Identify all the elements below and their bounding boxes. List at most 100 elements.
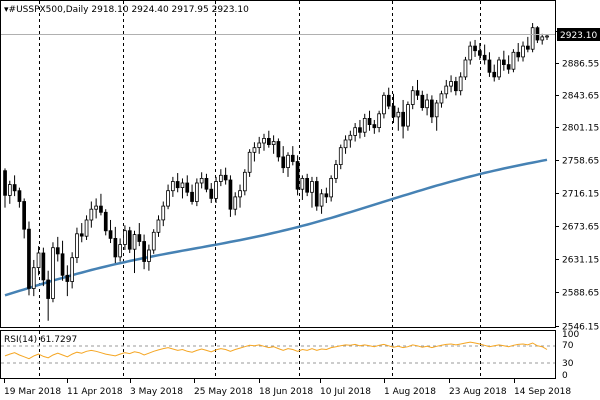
candle [329,175,334,202]
candle [55,236,60,262]
candle-body [281,156,286,169]
candle [233,192,238,216]
candle-body [190,191,194,202]
candle [12,175,17,197]
candle [506,55,511,74]
candle-body [127,230,132,250]
candle [511,49,516,73]
rsi-tick-label: 100 [562,330,579,340]
date-tick-label: 14 Sep 2018 [514,387,571,397]
candle [353,123,358,142]
candle-body [477,50,482,56]
candle-body [99,205,103,213]
candle [99,193,103,216]
candle [334,159,338,184]
candle [223,167,228,185]
candle [161,201,166,227]
candle [391,93,396,124]
candle [305,173,310,197]
candle-body [526,45,530,50]
candle [348,130,353,148]
candle-body [156,219,161,233]
rsi-tick-label: 30 [562,359,574,369]
candle [142,234,146,270]
candle [458,72,463,96]
candle [468,41,473,65]
date-tick-label: 11 Apr 2018 [67,387,123,397]
candle-body [372,124,377,129]
candle [228,175,233,217]
header-ohlc-values: 2918.10 2924.40 2917.95 2923.10 [91,5,249,15]
chart-header-ohlc: ▾#USSPX500,Daily 2918.10 2924.40 2917.95… [4,5,249,15]
candle-body [290,154,295,162]
candle-body [453,81,458,92]
candle-body [535,27,540,41]
candle-body [449,81,453,87]
candle [310,176,314,208]
candle [22,198,27,239]
price-tick-label: 2716.15 [562,190,599,200]
candle [257,136,262,154]
candle-body [439,93,444,104]
candle-body [199,177,204,184]
candle [406,101,410,131]
candle [487,52,492,77]
candle [540,33,545,45]
candle-body [27,228,31,289]
main-plot-frame [0,0,556,328]
candle-body [7,184,12,196]
candle [108,219,113,244]
candle [190,184,194,205]
candle [204,173,209,193]
candle-body [545,35,549,38]
price-tick-label: 2631.15 [562,256,599,266]
candle [209,183,214,204]
price-tick-label: 2673.65 [562,223,599,233]
current-price-tag [557,28,600,41]
candle-body [161,205,166,221]
candle-body [348,134,353,141]
candle-body [218,174,223,182]
candle-body [214,181,218,199]
candle-body [242,171,247,192]
candle-body [17,190,22,202]
candle-body [118,244,122,258]
candle-body [530,27,535,50]
candle-body [166,190,170,207]
candle [473,39,477,57]
candle-body [444,85,449,95]
candle [175,173,180,193]
candle [266,130,271,148]
candle-body [415,90,420,96]
candle-body [252,147,257,153]
candle-body [175,181,180,189]
candle [477,43,482,60]
candle-body [89,208,94,221]
candle [70,252,74,289]
candle [123,225,127,250]
date-tick-label: 3 May 2018 [130,387,183,397]
candle [497,56,501,80]
candle [151,229,156,254]
candle-body [386,94,391,107]
candle-body [65,274,70,282]
candle [410,86,415,110]
candle-body [410,90,415,105]
candle-body [257,142,262,148]
candle-body [223,174,228,181]
candle-body [204,177,209,190]
candle [358,119,362,139]
date-tick-label: 25 May 2018 [194,387,253,397]
candle-body [377,113,382,129]
candle [65,265,70,297]
candle-body [276,141,281,158]
candle-body [238,190,242,198]
candle [46,270,51,321]
candle [501,50,506,71]
candle-body [60,253,65,276]
candle [27,221,31,296]
candle [17,187,22,208]
